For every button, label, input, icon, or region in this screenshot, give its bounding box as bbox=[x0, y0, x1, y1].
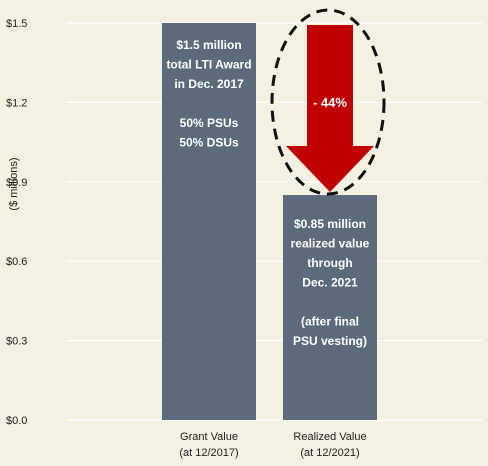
y-tick-label: $0.0 bbox=[6, 415, 27, 427]
bar-label: total LTI Award bbox=[166, 58, 251, 72]
bar-label: (after final bbox=[301, 315, 359, 329]
highlight-ellipse bbox=[270, 8, 386, 196]
bar-label: 50% PSUs bbox=[180, 116, 239, 130]
gridlines bbox=[66, 22, 482, 421]
x-category-label: Realized Value bbox=[293, 431, 366, 443]
y-axis-tick-labels: $0.0 $0.3 $0.6 $0.9 $1.2 $1.5 bbox=[6, 18, 27, 427]
bar bbox=[162, 23, 256, 420]
y-tick-label: $0.3 bbox=[6, 336, 27, 348]
y-tick-label: $1.5 bbox=[6, 18, 27, 30]
y-tick-label: $1.2 bbox=[6, 97, 27, 109]
bar-label: through bbox=[307, 256, 352, 270]
bar-label: in Dec. 2017 bbox=[174, 77, 244, 91]
bar-label: realized value bbox=[291, 237, 370, 251]
bar-label: PSU vesting) bbox=[293, 334, 367, 348]
x-category-sublabel: (at 12/2017) bbox=[179, 447, 238, 459]
bar-label: 50% DSUs bbox=[179, 136, 239, 150]
x-category-label: Grant Value bbox=[180, 431, 238, 443]
decrease-annotation: - 44% bbox=[270, 8, 386, 196]
y-axis-label: ($ millions) bbox=[8, 157, 20, 210]
bars: $1.5 million total LTI Award in Dec. 2017 5… bbox=[162, 23, 377, 420]
x-category-sublabel: (at 12/2021) bbox=[300, 447, 359, 459]
bar-label: Dec. 2021 bbox=[302, 276, 358, 290]
y-tick-label: $0.9 bbox=[6, 177, 27, 189]
bar-label: $1.5 million bbox=[176, 38, 241, 52]
y-tick-label: $0.6 bbox=[6, 256, 27, 268]
down-arrow bbox=[286, 25, 374, 193]
bar bbox=[283, 195, 377, 420]
bar-label: $0.85 million bbox=[294, 217, 366, 231]
x-axis-category-labels: Grant Value (at 12/2017) Realized Value (at… bbox=[179, 431, 366, 459]
decrease-percent-label: - 44% bbox=[313, 95, 347, 110]
